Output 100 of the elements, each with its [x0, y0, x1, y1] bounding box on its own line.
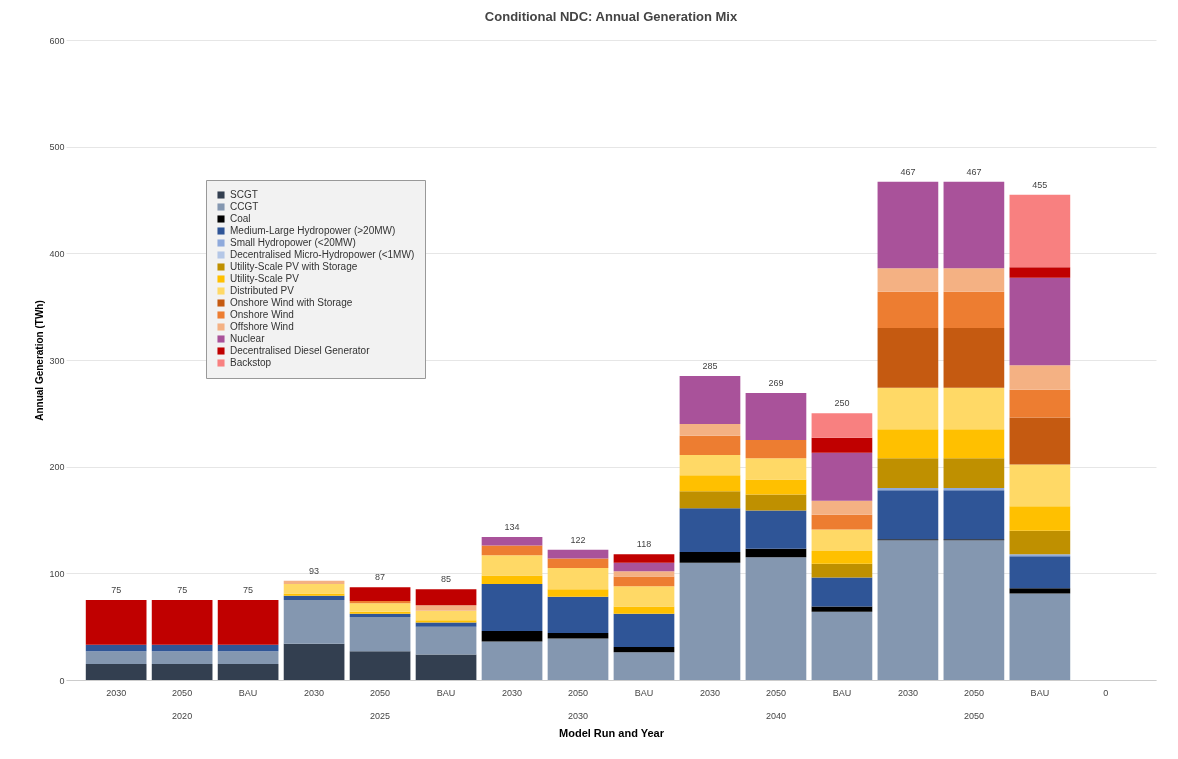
bar	[547, 568, 609, 590]
bar	[613, 576, 675, 587]
bar	[349, 611, 411, 614]
bar	[613, 586, 675, 607]
bar	[481, 584, 543, 631]
bar	[415, 610, 477, 621]
bar	[481, 641, 543, 680]
y-tick-label: 500	[49, 142, 65, 153]
x-tick-label: BAU	[238, 687, 258, 698]
bar	[877, 458, 939, 488]
bar	[1009, 389, 1071, 418]
bar	[1009, 554, 1071, 557]
total-label: 75	[243, 585, 254, 595]
bar	[85, 664, 147, 680]
bar	[811, 550, 873, 564]
bar	[1009, 530, 1071, 555]
bar	[85, 651, 147, 664]
bar	[877, 429, 939, 459]
bar	[415, 626, 477, 655]
total-label: 122	[570, 534, 586, 545]
bar	[1009, 593, 1071, 680]
bar	[415, 589, 477, 606]
bar	[943, 429, 1005, 459]
legend-label: SCGT	[230, 189, 258, 200]
bar	[679, 475, 741, 492]
x-tick-label: BAU	[634, 687, 654, 698]
bar	[1009, 556, 1071, 589]
legend-label: Onshore Wind	[230, 309, 294, 320]
total-label: 285	[702, 361, 718, 371]
bar	[547, 549, 609, 559]
y-tick-label: 200	[49, 462, 65, 473]
bar	[679, 454, 741, 476]
bar	[943, 181, 1005, 269]
bar	[745, 548, 807, 558]
legend-label: Medium-Large Hydropower (>20MW)	[230, 225, 396, 236]
bar	[613, 613, 675, 647]
bar	[1009, 277, 1071, 366]
legend-label: Coal	[230, 213, 251, 224]
y-axis-title: Annual Generation (TWh)	[34, 300, 46, 421]
x-tick-label: 2050	[370, 687, 391, 698]
bar	[679, 562, 741, 680]
x-tick-label: 2030	[304, 687, 325, 698]
x-tick-label: 2050	[567, 687, 589, 698]
bar	[1009, 506, 1071, 531]
bar	[877, 488, 939, 491]
y-tick-label: 400	[49, 248, 65, 259]
bar	[811, 413, 873, 438]
bar	[943, 458, 1005, 488]
x-tick-label: 2030	[502, 687, 523, 698]
bar	[679, 435, 741, 455]
bar	[151, 651, 213, 664]
bar	[151, 600, 213, 645]
bar	[283, 593, 345, 596]
bar	[877, 268, 939, 292]
bar	[349, 613, 411, 618]
total-label: 93	[309, 565, 320, 576]
text: 2040	[765, 711, 786, 721]
bar	[811, 577, 873, 607]
bar	[943, 328, 1005, 388]
x-tick-label: BAU	[436, 687, 456, 698]
bar	[745, 510, 807, 549]
x-tick-label: BAU	[832, 687, 852, 698]
bar	[1009, 194, 1071, 268]
x-tick-label: BAU	[1030, 687, 1050, 698]
bar	[613, 554, 675, 563]
bar	[217, 651, 279, 664]
total-label: 87	[375, 572, 386, 583]
bar	[481, 545, 543, 556]
bar	[877, 181, 939, 269]
text: 2025	[370, 711, 391, 721]
bar	[481, 630, 543, 642]
bar	[679, 376, 741, 424]
bar	[745, 458, 807, 480]
bar	[85, 644, 147, 652]
bar	[1009, 267, 1071, 278]
legend-label: Offshore Wind	[230, 321, 294, 332]
bar	[1009, 365, 1071, 390]
bar	[283, 584, 345, 594]
total-label: 75	[177, 585, 188, 595]
total-label: 467	[900, 166, 916, 177]
legend-label: Nuclear	[230, 333, 266, 344]
bar	[811, 611, 873, 680]
chart-title: Conditional NDC: Annual Generation Mix	[484, 9, 738, 24]
bar	[349, 617, 411, 652]
legend-label: Decentralised Diesel Generator	[230, 345, 371, 356]
bar	[283, 580, 345, 584]
bar	[283, 643, 345, 680]
total-label: 75	[111, 585, 122, 595]
y-tick-label: 600	[49, 35, 65, 46]
bar	[415, 620, 477, 623]
text: 2030	[567, 711, 589, 721]
bar	[877, 490, 939, 540]
bar	[151, 644, 213, 652]
bar	[811, 452, 873, 501]
bar	[943, 268, 1005, 292]
bar	[217, 644, 279, 652]
total-label: 269	[768, 378, 784, 389]
bar	[415, 605, 477, 611]
bar	[679, 491, 741, 509]
x-tick-label: 2030	[699, 687, 720, 698]
